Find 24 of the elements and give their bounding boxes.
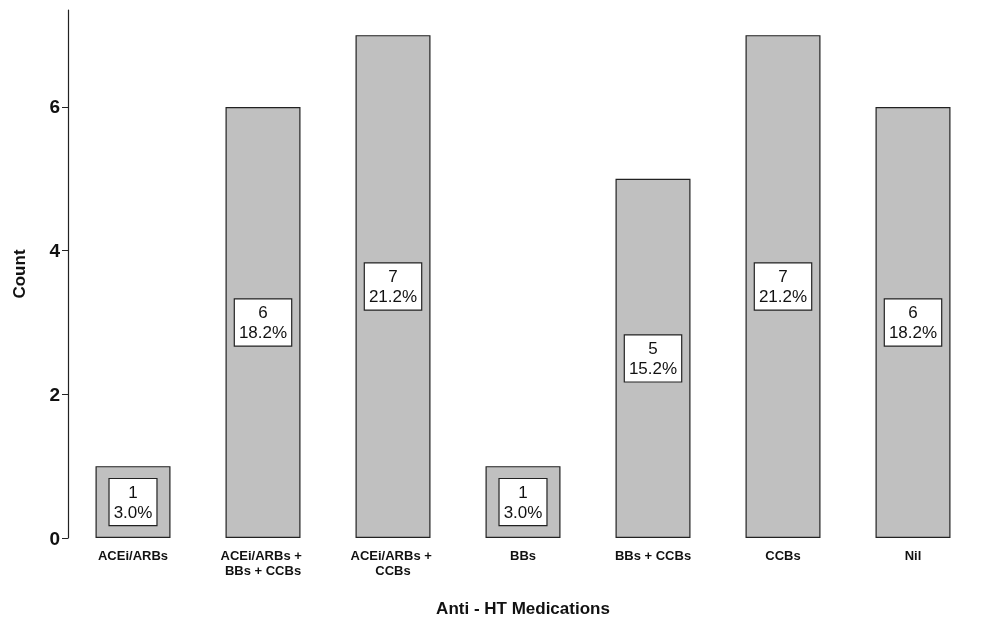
x-axis-title: Anti - HT Medications xyxy=(436,599,610,618)
data-label: 7 21.2% xyxy=(758,267,808,307)
data-label: 6 18.2% xyxy=(238,302,288,342)
y-tick-label: 4 xyxy=(49,240,61,262)
bar xyxy=(355,35,431,538)
x-tick-label: CCBs xyxy=(765,548,801,563)
bar xyxy=(225,106,301,538)
x-tick-label: ACEi/ARBs + BBs + CCBs xyxy=(220,548,306,578)
bar xyxy=(875,106,951,538)
y-axis-title: Count xyxy=(10,249,29,299)
x-tick-label: BBs + CCBs xyxy=(614,548,692,563)
x-tick-label: Nil xyxy=(904,548,922,563)
y-tick-label: 0 xyxy=(49,527,60,549)
x-tick-label: ACEi/ARBs xyxy=(97,548,169,563)
bar xyxy=(745,35,821,538)
y-tick-label: 6 xyxy=(49,96,60,118)
data-label: 7 21.2% xyxy=(368,267,418,307)
x-tick-label: BBs xyxy=(509,548,537,563)
data-label: 1 3.0% xyxy=(503,482,543,522)
data-label: 1 3.0% xyxy=(113,482,153,522)
data-label: 6 18.2% xyxy=(888,302,938,342)
data-label: 5 15.2% xyxy=(628,338,678,378)
y-tick-label: 2 xyxy=(49,383,60,405)
x-tick-label: ACEi/ARBs + CCBs xyxy=(350,548,436,578)
